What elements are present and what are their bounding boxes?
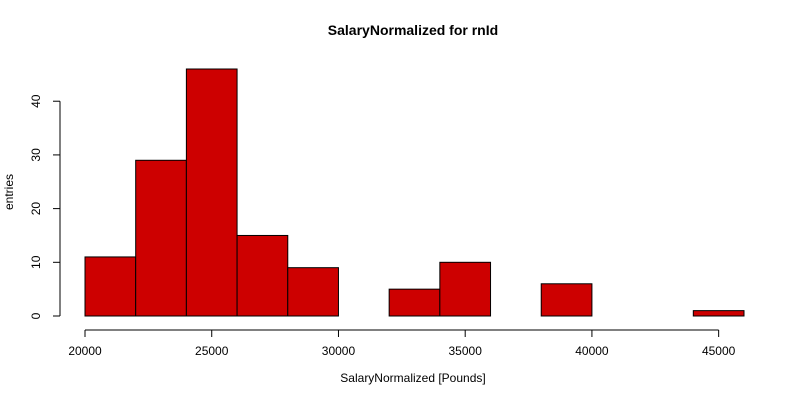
x-tick-label: 40000 <box>575 344 609 358</box>
y-tick-label: 40 <box>29 94 43 108</box>
x-tick-label: 20000 <box>68 344 102 358</box>
y-tick-label: 20 <box>29 202 43 216</box>
histogram-bar <box>185 68 238 317</box>
x-tick-label: 30000 <box>322 344 356 358</box>
histogram-bar <box>388 288 441 317</box>
bars-group <box>84 68 745 317</box>
histogram-bar <box>84 256 137 317</box>
x-axis-label: SalaryNormalized [Pounds] <box>340 371 485 385</box>
chart-title: SalaryNormalized for rnId <box>328 22 498 38</box>
y-tick-label: 30 <box>29 148 43 162</box>
y-axis: 0 10 20 30 40 <box>29 94 61 319</box>
y-tick-label: 0 <box>29 312 43 319</box>
histogram-bar <box>692 310 745 317</box>
y-axis-label: entries <box>2 174 16 210</box>
histogram-bar <box>135 159 187 317</box>
histogram-bar <box>540 283 593 317</box>
x-axis: 20000 25000 30000 35000 40000 45000 <box>68 329 736 358</box>
histogram-bar <box>287 267 339 317</box>
x-tick-label: 35000 <box>449 344 483 358</box>
x-tick-label: 45000 <box>702 344 736 358</box>
histogram-bar <box>439 261 492 317</box>
histogram-bar <box>236 234 289 317</box>
x-tick-label: 25000 <box>195 344 229 358</box>
y-tick-label: 10 <box>29 255 43 269</box>
